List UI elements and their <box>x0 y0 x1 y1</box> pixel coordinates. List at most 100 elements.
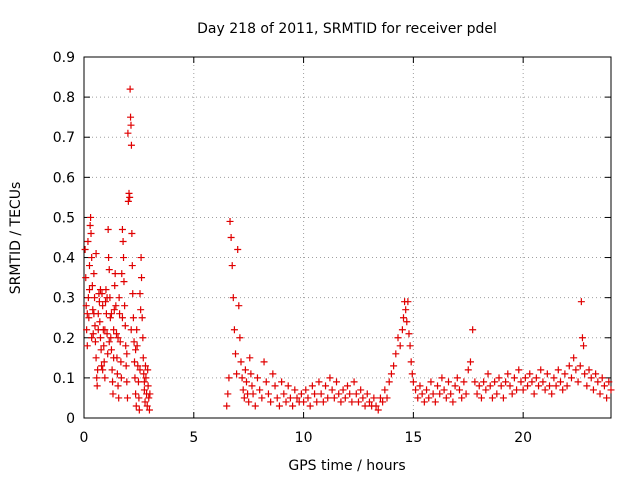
data-point <box>88 254 95 261</box>
y-tick-label: 0.7 <box>53 130 75 146</box>
data-point <box>248 382 255 389</box>
y-tick-label: 0.4 <box>53 251 75 267</box>
data-point <box>586 366 593 373</box>
data-point <box>362 402 369 409</box>
data-point <box>458 394 465 401</box>
data-point <box>127 114 134 121</box>
data-point <box>539 378 546 385</box>
data-point <box>504 370 511 377</box>
data-point <box>123 378 130 385</box>
data-point <box>88 334 95 341</box>
data-point <box>572 366 579 373</box>
data-point <box>404 298 411 305</box>
data-point <box>588 374 595 381</box>
data-point <box>120 254 127 261</box>
data-point <box>441 386 448 393</box>
data-point <box>105 254 112 261</box>
data-point <box>550 374 557 381</box>
data-point <box>390 362 397 369</box>
data-point <box>84 342 91 349</box>
data-point <box>542 386 549 393</box>
data-point <box>395 334 402 341</box>
data-point <box>408 358 415 365</box>
data-point <box>234 246 241 253</box>
data-point <box>478 394 485 401</box>
data-point <box>548 390 555 397</box>
data-point <box>86 262 93 269</box>
data-point <box>386 378 393 385</box>
data-point <box>553 382 560 389</box>
data-point <box>130 314 137 321</box>
data-point <box>110 354 117 361</box>
data-point <box>223 402 230 409</box>
data-point <box>409 370 416 377</box>
data-point <box>235 302 242 309</box>
data-point <box>412 386 419 393</box>
data-point <box>278 378 285 385</box>
data-point <box>454 374 461 381</box>
data-point <box>109 378 116 385</box>
data-point <box>465 366 472 373</box>
data-point <box>236 334 243 341</box>
srmtid-scatter-chart: 00.10.20.30.40.50.60.70.80.9 0 5 10 15 20 Da… <box>0 0 640 480</box>
data-point <box>90 330 97 337</box>
data-point <box>227 218 234 225</box>
data-point <box>84 310 91 317</box>
data-point <box>577 362 584 369</box>
data-point <box>109 390 116 397</box>
data-point <box>88 230 95 237</box>
data-point <box>128 142 135 149</box>
data-point <box>434 382 441 389</box>
data-point <box>122 342 129 349</box>
data-point <box>384 394 391 401</box>
data-point <box>265 390 272 397</box>
data-point <box>513 386 520 393</box>
y-tick-label: 0.5 <box>53 210 75 226</box>
data-point <box>82 246 89 253</box>
plot-frame <box>84 57 611 418</box>
data-point <box>134 342 141 349</box>
data-point <box>240 386 247 393</box>
data-point <box>524 382 531 389</box>
data-point <box>399 326 406 333</box>
data-point <box>575 378 582 385</box>
data-point <box>443 394 450 401</box>
data-point <box>243 378 250 385</box>
data-point <box>119 226 126 233</box>
data-point <box>315 378 322 385</box>
data-point <box>274 394 281 401</box>
data-point <box>94 382 101 389</box>
data-point <box>594 378 601 385</box>
data-point <box>267 398 274 405</box>
data-point <box>91 294 98 301</box>
data-point <box>364 390 371 397</box>
data-point <box>127 86 134 93</box>
data-point <box>245 398 252 405</box>
data-point <box>544 370 551 377</box>
data-point <box>250 390 257 397</box>
data-point <box>96 318 103 325</box>
data-point <box>272 382 279 389</box>
data-point <box>107 334 114 341</box>
data-point <box>106 338 113 345</box>
data-point <box>108 346 115 353</box>
x-tick-label: 20 <box>514 430 532 446</box>
data-point <box>229 262 236 269</box>
data-point <box>99 290 106 297</box>
data-point <box>261 358 268 365</box>
data-point <box>357 386 364 393</box>
data-point <box>120 278 127 285</box>
data-point <box>298 390 305 397</box>
data-point <box>578 298 585 305</box>
data-point <box>425 394 432 401</box>
data-point <box>123 350 130 357</box>
data-point <box>559 386 566 393</box>
data-point <box>528 378 535 385</box>
data-point <box>471 378 478 385</box>
data-point <box>337 398 344 405</box>
data-point <box>320 398 327 405</box>
data-points <box>82 86 615 414</box>
data-point <box>597 390 604 397</box>
data-point <box>131 358 138 365</box>
data-point <box>126 194 133 201</box>
